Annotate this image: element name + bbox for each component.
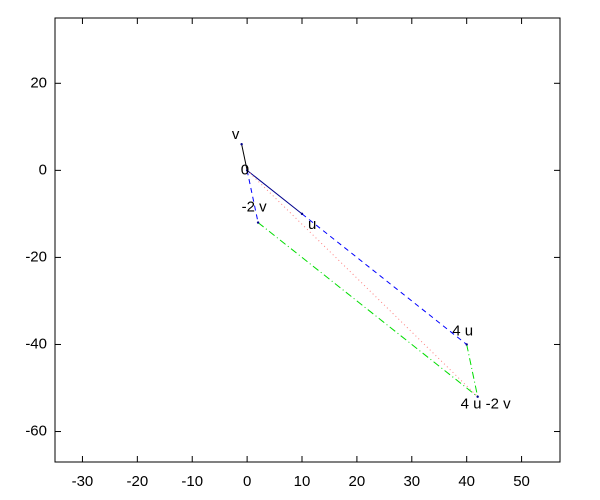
point — [476, 395, 479, 398]
y-tick-label: 20 — [30, 74, 47, 91]
point-label: u — [308, 216, 316, 233]
x-tick-label: 20 — [349, 473, 366, 490]
point-label: 4 u -2 v — [461, 396, 512, 413]
point-label: 4 u — [452, 322, 473, 339]
x-tick-label: 10 — [294, 473, 311, 490]
y-tick-label: -40 — [25, 335, 47, 352]
x-tick-label: 0 — [243, 473, 251, 490]
vector-line — [246, 169, 479, 398]
y-tick-label: -20 — [25, 248, 47, 265]
point — [465, 343, 468, 346]
x-tick-label: -30 — [72, 473, 94, 490]
vector-line — [246, 169, 303, 215]
x-tick-label: -10 — [181, 473, 203, 490]
plot-frame — [54, 17, 561, 463]
x-tick-label: 50 — [513, 473, 530, 490]
point — [240, 143, 243, 146]
point-label: v — [232, 126, 240, 143]
x-tick-label: -20 — [126, 473, 148, 490]
point-label: 0 — [241, 161, 249, 178]
x-tick-label: 30 — [403, 473, 420, 490]
vector-line — [241, 144, 248, 171]
point — [300, 212, 304, 216]
x-tick-label: 40 — [458, 473, 475, 490]
y-tick-label: -60 — [25, 422, 47, 439]
point — [245, 169, 249, 172]
vector-line — [257, 222, 478, 398]
point — [256, 221, 260, 224]
point-label: -2 v — [242, 199, 268, 216]
vector-line — [301, 213, 467, 345]
y-tick-label: 0 — [39, 161, 47, 178]
vector-line — [466, 344, 479, 397]
